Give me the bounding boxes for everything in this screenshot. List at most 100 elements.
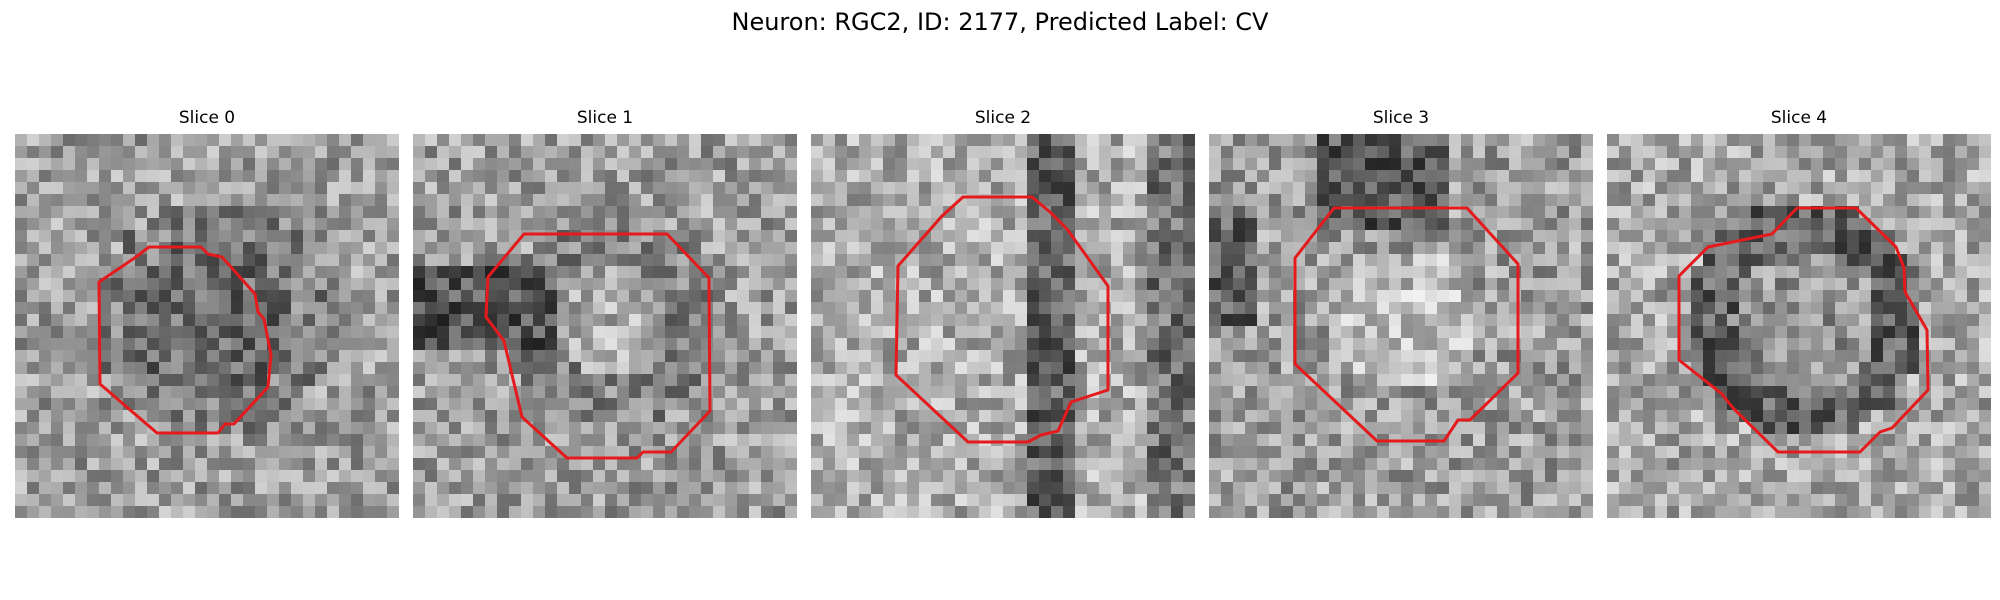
pixel bbox=[1123, 434, 1136, 447]
pixel bbox=[1823, 410, 1836, 423]
pixel bbox=[1389, 182, 1402, 195]
pixel bbox=[461, 302, 474, 315]
pixel bbox=[1581, 230, 1593, 243]
pixel bbox=[1293, 422, 1306, 435]
pixel bbox=[883, 266, 896, 279]
pixel bbox=[1799, 254, 1812, 267]
pixel bbox=[1449, 362, 1462, 375]
pixel bbox=[835, 338, 848, 351]
pixel bbox=[485, 338, 498, 351]
pixel bbox=[135, 494, 148, 507]
pixel bbox=[1027, 410, 1040, 423]
pixel bbox=[569, 374, 582, 387]
pixel bbox=[1655, 338, 1668, 351]
pixel bbox=[1763, 398, 1776, 411]
pixel bbox=[1003, 446, 1016, 459]
pixel bbox=[835, 194, 848, 207]
pixel bbox=[207, 182, 220, 195]
pixel bbox=[1389, 194, 1402, 207]
pixel bbox=[363, 206, 376, 219]
pixel bbox=[1763, 134, 1776, 147]
pixel bbox=[1015, 182, 1028, 195]
pixel bbox=[485, 398, 498, 411]
pixel bbox=[351, 434, 364, 447]
pixel bbox=[291, 230, 304, 243]
pixel bbox=[883, 242, 896, 255]
pixel bbox=[1305, 314, 1318, 327]
pixel bbox=[1425, 182, 1438, 195]
pixel bbox=[123, 146, 136, 159]
pixel bbox=[1787, 338, 1800, 351]
pixel bbox=[1883, 206, 1896, 219]
pixel bbox=[1147, 326, 1160, 339]
pixel bbox=[437, 170, 450, 183]
pixel bbox=[195, 434, 208, 447]
pixel bbox=[1955, 254, 1968, 267]
pixel bbox=[1655, 146, 1668, 159]
pixel bbox=[1883, 182, 1896, 195]
pixel bbox=[737, 194, 750, 207]
pixel bbox=[413, 158, 426, 171]
pixel bbox=[1967, 146, 1980, 159]
pixel bbox=[931, 302, 944, 315]
pixel bbox=[1533, 494, 1546, 507]
pixel bbox=[413, 182, 426, 195]
pixel bbox=[1643, 326, 1656, 339]
pixel bbox=[1051, 446, 1064, 459]
pixel bbox=[1209, 350, 1222, 363]
pixel bbox=[521, 506, 534, 518]
pixel bbox=[1799, 338, 1812, 351]
pixel bbox=[967, 482, 980, 495]
pixel bbox=[1509, 494, 1522, 507]
pixel bbox=[737, 218, 750, 231]
pixel bbox=[557, 410, 570, 423]
pixel bbox=[665, 170, 678, 183]
pixel bbox=[437, 470, 450, 483]
pixel bbox=[811, 254, 824, 267]
pixel bbox=[1533, 290, 1546, 303]
pixel bbox=[1171, 494, 1184, 507]
pixel bbox=[991, 266, 1004, 279]
pixel bbox=[1269, 254, 1282, 267]
pixel bbox=[243, 410, 256, 423]
pixel bbox=[641, 290, 654, 303]
pixel bbox=[785, 470, 797, 483]
pixel bbox=[63, 254, 76, 267]
pixel bbox=[1281, 134, 1294, 147]
pixel bbox=[485, 470, 498, 483]
pixel bbox=[351, 230, 364, 243]
pixel bbox=[1437, 182, 1450, 195]
pixel bbox=[1051, 302, 1064, 315]
pixel bbox=[725, 146, 738, 159]
pixel bbox=[1667, 410, 1680, 423]
pixel bbox=[1691, 254, 1704, 267]
pixel bbox=[533, 158, 546, 171]
pixel bbox=[1341, 446, 1354, 459]
pixel bbox=[1545, 422, 1558, 435]
pixel bbox=[1569, 494, 1582, 507]
pixel bbox=[39, 422, 52, 435]
pixel bbox=[749, 278, 762, 291]
pixel bbox=[1473, 134, 1486, 147]
pixel bbox=[713, 506, 726, 518]
pixel bbox=[51, 158, 64, 171]
pixel bbox=[593, 422, 606, 435]
pixel bbox=[1159, 302, 1172, 315]
pixel bbox=[1667, 218, 1680, 231]
pixel bbox=[1305, 446, 1318, 459]
pixel bbox=[569, 422, 582, 435]
pixel bbox=[871, 230, 884, 243]
pixel bbox=[1619, 134, 1632, 147]
pixel bbox=[291, 410, 304, 423]
pixel bbox=[1763, 170, 1776, 183]
pixel bbox=[1159, 434, 1172, 447]
pixel bbox=[1437, 410, 1450, 423]
pixel bbox=[327, 218, 340, 231]
pixel bbox=[847, 470, 860, 483]
pixel bbox=[159, 206, 172, 219]
pixel bbox=[1449, 134, 1462, 147]
pixel bbox=[605, 350, 618, 363]
pixel bbox=[1377, 494, 1390, 507]
pixel bbox=[15, 482, 28, 495]
pixel bbox=[195, 410, 208, 423]
